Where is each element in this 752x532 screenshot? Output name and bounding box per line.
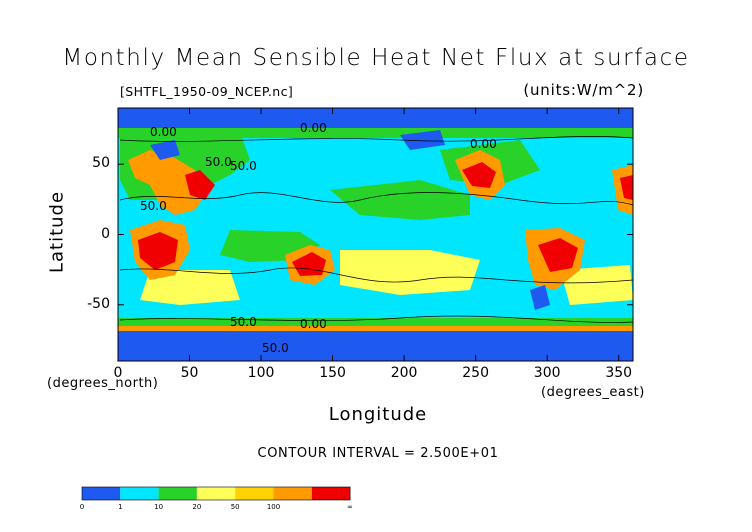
legend-label: 0 bbox=[79, 503, 85, 511]
legend-swatch bbox=[120, 487, 159, 500]
subarctic-band bbox=[118, 128, 633, 138]
x-tick-label: 100 bbox=[247, 365, 275, 381]
axis-ticks bbox=[117, 108, 633, 361]
patagonia-blue bbox=[530, 285, 550, 310]
pacific-green-north bbox=[330, 180, 470, 220]
legend-label: 10 bbox=[154, 503, 164, 511]
y-tick-label: -50 bbox=[87, 295, 110, 312]
units-label: (units:W/m^2) bbox=[523, 81, 644, 99]
flux-map bbox=[118, 108, 633, 361]
ice-edge-band bbox=[118, 326, 633, 331]
legend-label: ∞ bbox=[347, 503, 354, 511]
y-tick-label: 50 bbox=[92, 155, 110, 172]
east-yellow-south bbox=[560, 265, 633, 305]
map-title: Monthly Mean Sensible Heat Net Flux at s… bbox=[62, 45, 690, 71]
x-axis-units-note: (degrees_east) bbox=[541, 385, 645, 400]
pacific-yellow-south bbox=[340, 250, 480, 295]
contour-label: 50.0 bbox=[262, 341, 289, 355]
x-tick-label: 300 bbox=[533, 365, 561, 381]
legend-swatch bbox=[235, 487, 274, 500]
legend-swatch bbox=[196, 487, 236, 500]
contour-label: 0.00 bbox=[470, 137, 497, 151]
contour-label: 50.0 bbox=[230, 315, 257, 329]
x-tick-label: 250 bbox=[462, 365, 489, 381]
europe-asia-west bbox=[128, 150, 205, 215]
x-tick-label: 0 bbox=[113, 365, 123, 381]
east-edge-hotspot bbox=[620, 175, 633, 200]
x-tick-label: 150 bbox=[319, 365, 346, 381]
contour-label: 0.00 bbox=[300, 121, 327, 135]
x-axis-label: Longitude bbox=[328, 404, 428, 425]
x-tick-label: 200 bbox=[390, 365, 418, 381]
legend-label: 50 bbox=[230, 503, 240, 511]
north-america-hotspot bbox=[462, 162, 496, 188]
x-tick-label: 50 bbox=[180, 365, 199, 381]
antarctic-band bbox=[118, 330, 633, 361]
africa-hotspot bbox=[138, 232, 178, 270]
contour-interval-note: CONTOUR INTERVAL = 2.500E+01 bbox=[257, 446, 499, 461]
contour-label: 0.00 bbox=[300, 317, 327, 331]
greenland-blue bbox=[150, 140, 180, 160]
legend-label: 1 bbox=[118, 503, 123, 511]
contour-label: 50.0 bbox=[140, 199, 167, 213]
legend-swatch bbox=[311, 487, 351, 500]
contour-lines bbox=[119, 136, 633, 323]
color-legend bbox=[81, 486, 351, 501]
y-tick-label: 0 bbox=[101, 225, 110, 242]
legend-label: 100 bbox=[266, 503, 281, 511]
y-axis-units-note: (degrees_north) bbox=[47, 376, 159, 391]
contour-label: 0.00 bbox=[150, 125, 177, 139]
legend-label: 20 bbox=[192, 503, 202, 511]
arctic-band bbox=[118, 108, 633, 128]
x-tick-label: 350 bbox=[605, 365, 633, 381]
source-filename: [SHTFL_1950-09_NCEP.nc] bbox=[120, 84, 294, 99]
legend-frame bbox=[81, 486, 351, 501]
legend-swatch bbox=[158, 487, 197, 500]
contour-label: 50.0 bbox=[205, 155, 232, 169]
hotspot-west-asia bbox=[185, 170, 215, 200]
australia-hotspot bbox=[292, 252, 326, 276]
contour-label: 50.0 bbox=[230, 159, 257, 173]
northpacific-blue bbox=[400, 130, 445, 150]
south-america-hotspot bbox=[538, 238, 578, 272]
legend-swatch bbox=[273, 487, 312, 500]
legend-swatch bbox=[82, 487, 121, 500]
atlantic-yellow-south bbox=[140, 270, 240, 305]
